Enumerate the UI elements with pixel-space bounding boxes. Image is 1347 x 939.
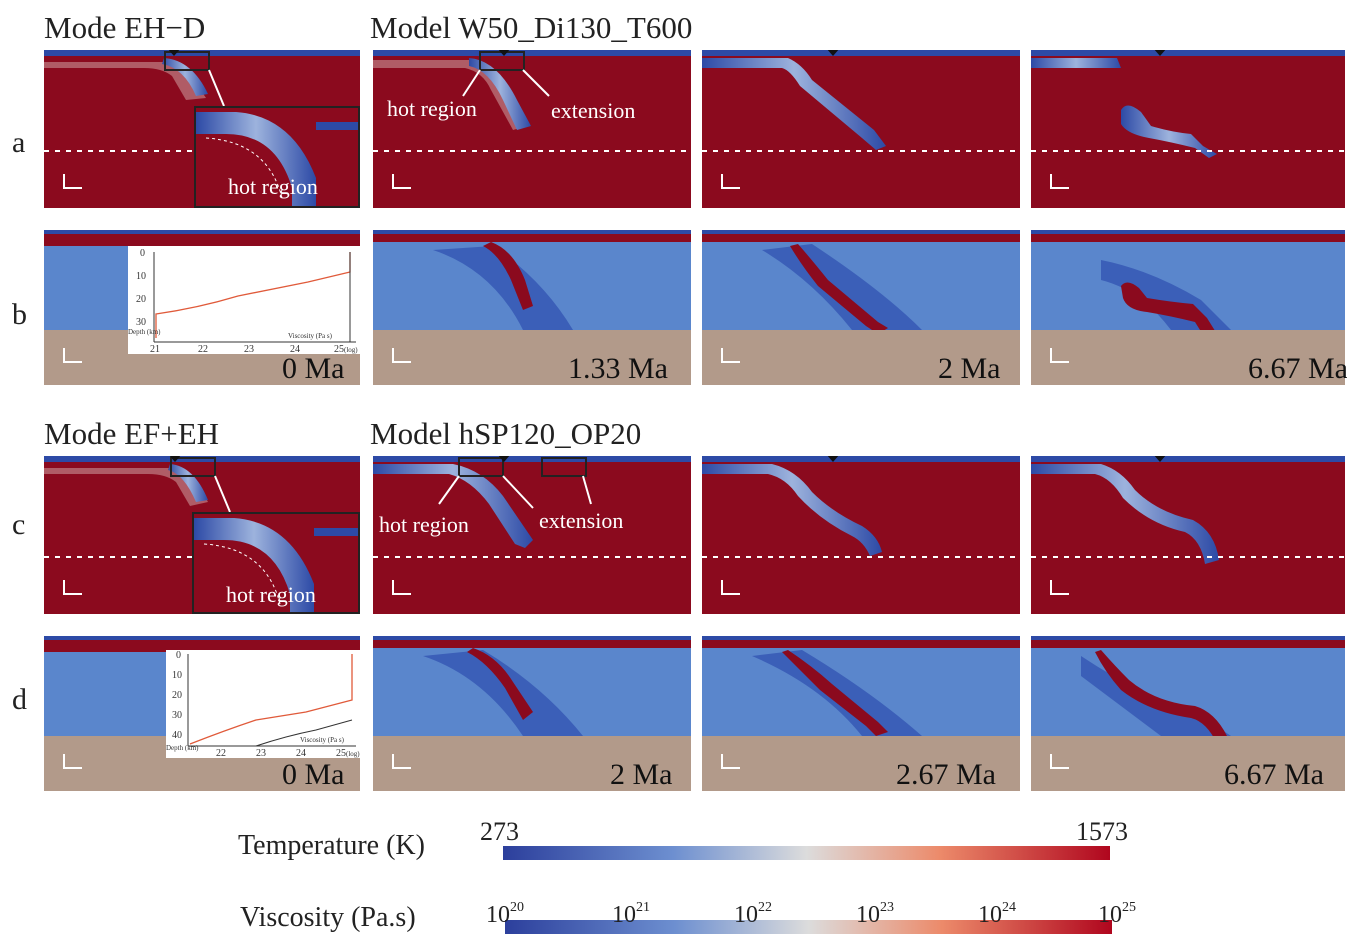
inset-d-xlabel-suffix: (log) <box>346 750 360 758</box>
viscosity-panel-b3 <box>702 230 1020 385</box>
mode-title-bottom: Mode EF+EH <box>44 416 220 451</box>
inset-b-ytick-10: 10 <box>136 271 146 282</box>
inset-d-ytick-10: 10 <box>172 670 182 681</box>
viscosity-panel-b4 <box>1031 230 1345 385</box>
zoom-inset-a: hot region <box>194 106 360 208</box>
extension-label: extension <box>551 98 635 123</box>
temperature-colorbar-min: 273 <box>480 817 519 846</box>
inset-d-ytick-30: 30 <box>172 710 182 721</box>
viscosity-panel-d3 <box>702 636 1020 791</box>
viscosity-profile-inset-b: 0 10 20 30 Depth (km) 21 22 23 24 25 Vis… <box>128 246 360 354</box>
temperature-colorbar <box>503 846 1110 860</box>
temperature-colorbar-label: Temperature (K) <box>238 830 425 861</box>
temperature-panel-a4 <box>1031 50 1345 208</box>
time-label-d4: 6.67 Ma <box>1224 758 1324 791</box>
model-title-top: Model W50_Di130_T600 <box>370 10 693 45</box>
inset-d-ylabel: Depth (km) <box>166 744 199 752</box>
hot-region-label: hot region <box>387 96 477 121</box>
temperature-panel-a2: hot region extension <box>373 50 691 208</box>
inset-b-xtick-22: 22 <box>198 344 208 354</box>
time-label-d2: 2 Ma <box>610 758 673 791</box>
inset-d-ytick-40: 40 <box>172 730 182 741</box>
viscosity-panel-d4 <box>1031 636 1345 791</box>
inset-b-ytick-20: 20 <box>136 294 146 305</box>
viscosity-colorbar-label: Viscosity (Pa.s) <box>240 902 416 933</box>
time-label-d3: 2.67 Ma <box>896 758 996 791</box>
inset-d-xtick-25: 25 <box>336 748 346 758</box>
time-label-b2: 1.33 Ma <box>568 352 668 385</box>
time-label-b4: 6.67 Ma <box>1248 352 1347 385</box>
hot-region-label: hot region <box>228 174 318 199</box>
time-label-b3: 2 Ma <box>938 352 1001 385</box>
inset-b-ytick-0: 0 <box>140 248 145 259</box>
mode-title-top: Mode EH−D <box>44 10 206 45</box>
viscosity-panel-b2 <box>373 230 691 385</box>
inset-b-xlabel-suffix: (log) <box>344 346 358 354</box>
inset-d-xlabel: Viscosity (Pa s) <box>300 736 345 744</box>
hot-region-label: hot region <box>226 582 316 607</box>
viscosity-tick-21: 1021 <box>612 900 650 928</box>
temperature-panel-c3 <box>702 456 1020 614</box>
inset-d-ytick-20: 20 <box>172 690 182 701</box>
row-label-b: b <box>12 298 27 331</box>
time-label-b1: 0 Ma <box>282 352 345 385</box>
viscosity-tick-20: 1020 <box>486 900 524 928</box>
extension-label: extension <box>539 508 623 533</box>
inset-d-xtick-23: 23 <box>256 748 266 758</box>
row-label-d: d <box>12 683 27 716</box>
inset-b-ylabel: Depth (km) <box>128 328 161 336</box>
temperature-panel-a3 <box>702 50 1020 208</box>
inset-b-xlabel: Viscosity (Pa s) <box>288 332 333 340</box>
inset-d-xtick-24: 24 <box>296 748 306 758</box>
inset-b-ytick-30: 30 <box>136 317 146 328</box>
viscosity-tick-24: 1024 <box>978 900 1016 928</box>
viscosity-tick-22: 1022 <box>734 900 772 928</box>
viscosity-colorbar <box>505 920 1112 934</box>
viscosity-profile-inset-d: 0 10 20 30 40 Depth (km) 22 23 24 25 Vis… <box>166 650 360 758</box>
inset-b-xtick-24: 24 <box>290 344 300 354</box>
time-label-d1: 0 Ma <box>282 758 345 791</box>
temperature-panel-c4 <box>1031 456 1345 614</box>
inset-b-xtick-21: 21 <box>150 344 160 354</box>
viscosity-tick-23: 1023 <box>856 900 894 928</box>
inset-d-ytick-0: 0 <box>176 650 181 661</box>
viscosity-panel-d2 <box>373 636 691 791</box>
hot-region-label: hot region <box>379 512 469 537</box>
zoom-inset-c: hot region <box>192 512 360 614</box>
row-label-c: c <box>12 508 26 541</box>
temperature-colorbar-max: 1573 <box>1076 817 1128 846</box>
viscosity-tick-25: 1025 <box>1098 900 1136 928</box>
inset-b-xtick-25: 25 <box>334 344 344 354</box>
temperature-panel-c2: hot region extension <box>373 456 691 614</box>
inset-b-xtick-23: 23 <box>244 344 254 354</box>
inset-d-xtick-22: 22 <box>216 748 226 758</box>
row-label-a: a <box>12 126 26 159</box>
model-title-bottom: Model hSP120_OP20 <box>370 416 642 451</box>
